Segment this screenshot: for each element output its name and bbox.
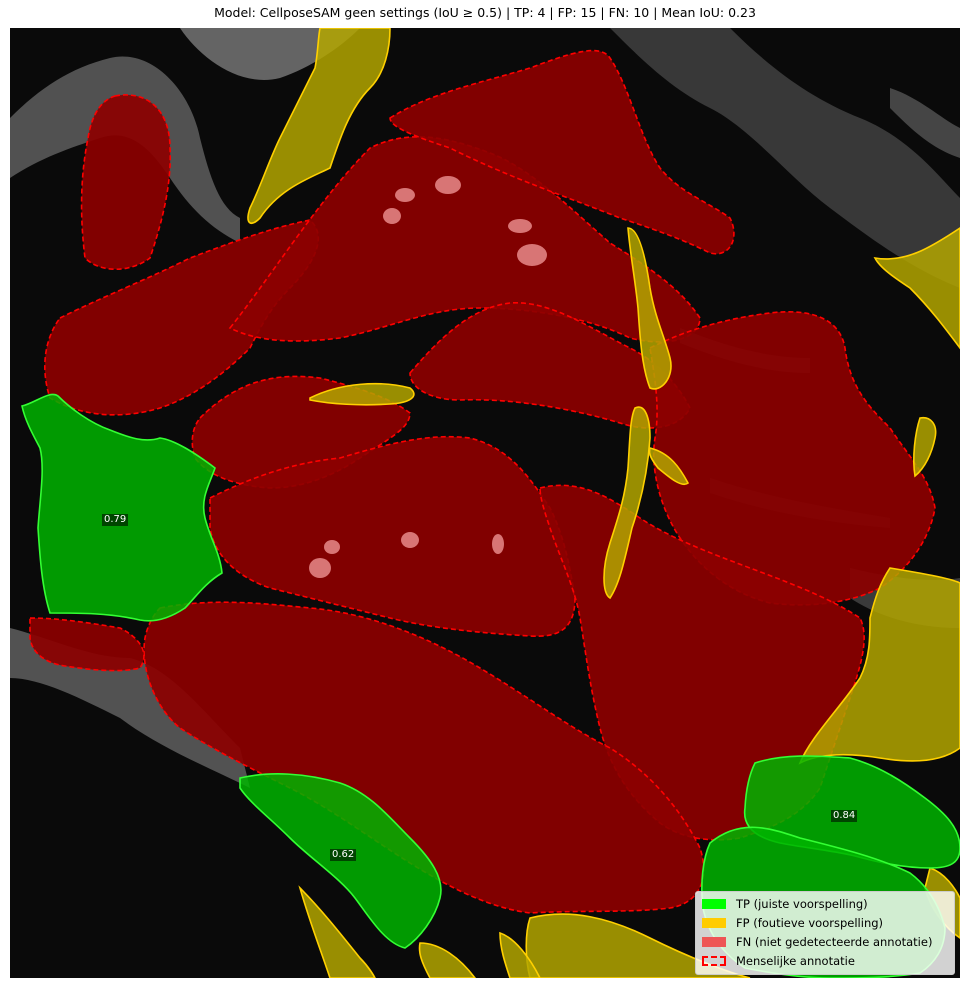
fn-cell-1 — [80, 94, 172, 270]
legend-label: FN (niet gedetecteerde annotatie) — [736, 935, 933, 949]
fn-cell-4 — [389, 49, 735, 255]
fn-regions — [29, 49, 936, 914]
legend-swatch-fp — [702, 918, 726, 928]
fp-cell-12 — [499, 931, 541, 978]
legend-swatch-fn — [702, 937, 726, 947]
segmentation-overlay — [10, 28, 960, 978]
fp-cell-1 — [247, 28, 391, 224]
fp-cell-9 — [298, 885, 376, 978]
figure-title: Model: CellposeSAM geen settings (IoU ≥ … — [214, 5, 756, 20]
fp-cell-5 — [603, 406, 651, 600]
iou-label: 0.79 — [102, 514, 129, 526]
fp-cell-4 — [627, 227, 672, 390]
fn-cell-10 — [143, 601, 705, 914]
segmentation-image: 0.79 0.84 0.62 — [10, 28, 960, 978]
bright-inclusions — [309, 176, 547, 578]
fn-cell-3 — [228, 136, 701, 343]
tp-cell-079 — [21, 393, 223, 622]
fp-cell-6 — [648, 447, 690, 486]
legend-label: FP (foutieve voorspelling) — [736, 916, 884, 930]
legend-item-fn: FN (niet gedetecteerde annotatie) — [702, 934, 932, 950]
legend-swatch-tp — [702, 899, 726, 909]
legend-swatch-annotation — [702, 956, 726, 966]
legend: TP (juiste voorspelling) FP (foutieve vo… — [695, 891, 955, 975]
legend-item-annotation: Menselijke annotatie — [702, 953, 855, 969]
fp-cell-3 — [309, 382, 415, 406]
fn-cell-6 — [649, 310, 936, 606]
fp-cell-11 — [418, 942, 477, 978]
legend-label: Menselijke annotatie — [736, 954, 855, 968]
fp-cell-7 — [913, 416, 937, 478]
legend-item-tp: TP (juiste voorspelling) — [702, 896, 868, 912]
fn-cell-11 — [29, 617, 145, 672]
fp-cell-2 — [873, 227, 960, 350]
iou-label: 0.84 — [831, 810, 858, 822]
iou-label: 0.62 — [330, 849, 357, 861]
legend-label: TP (juiste voorspelling) — [736, 897, 868, 911]
fp-regions — [247, 28, 960, 978]
legend-item-fp: FP (foutieve voorspelling) — [702, 915, 883, 931]
